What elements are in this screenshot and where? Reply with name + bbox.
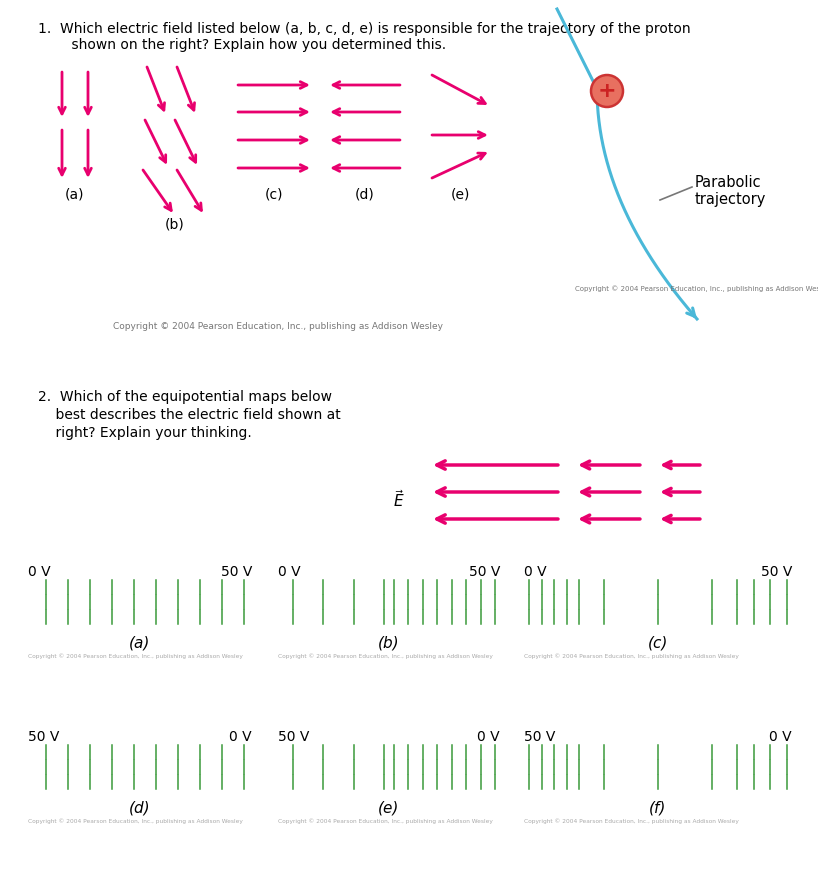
Text: 2.  Which of the equipotential maps below: 2. Which of the equipotential maps below xyxy=(38,390,332,404)
Text: (a): (a) xyxy=(129,635,151,650)
Text: shown on the right? Explain how you determined this.: shown on the right? Explain how you dete… xyxy=(54,38,446,52)
Text: (b): (b) xyxy=(165,217,185,231)
Text: 50 V: 50 V xyxy=(28,730,60,744)
Text: (b): (b) xyxy=(378,635,400,650)
Text: (c): (c) xyxy=(648,635,668,650)
Text: Copyright © 2004 Pearson Education, Inc., publishing as Addison Wesley: Copyright © 2004 Pearson Education, Inc.… xyxy=(524,653,739,659)
Text: $\vec{E}$: $\vec{E}$ xyxy=(393,489,405,511)
Text: 50 V: 50 V xyxy=(278,730,309,744)
Text: 50 V: 50 V xyxy=(221,565,252,579)
Text: Copyright © 2004 Pearson Education, Inc., publishing as Addison Wesley: Copyright © 2004 Pearson Education, Inc.… xyxy=(113,322,443,331)
Text: (a): (a) xyxy=(65,187,85,201)
Text: (d): (d) xyxy=(355,187,375,201)
Text: Copyright © 2004 Pearson Education, Inc., publishing as Addison Wesley: Copyright © 2004 Pearson Education, Inc.… xyxy=(575,285,818,292)
Text: 0 V: 0 V xyxy=(278,565,301,579)
Text: 0 V: 0 V xyxy=(229,730,252,744)
Text: Copyright © 2004 Pearson Education, Inc., publishing as Addison Wesley: Copyright © 2004 Pearson Education, Inc.… xyxy=(278,653,493,659)
Text: (f): (f) xyxy=(649,800,667,815)
Text: 50 V: 50 V xyxy=(524,730,555,744)
Text: 1.  Which electric field listed below (a, b, c, d, e) is responsible for the tra: 1. Which electric field listed below (a,… xyxy=(38,22,690,36)
Text: (e): (e) xyxy=(378,800,400,815)
Text: +: + xyxy=(598,81,616,101)
Text: 0 V: 0 V xyxy=(524,565,546,579)
Text: Copyright © 2004 Pearson Education, Inc., publishing as Addison Wesley: Copyright © 2004 Pearson Education, Inc.… xyxy=(28,653,243,659)
Text: right? Explain your thinking.: right? Explain your thinking. xyxy=(38,426,252,440)
Text: 0 V: 0 V xyxy=(770,730,792,744)
Text: (c): (c) xyxy=(265,187,283,201)
Text: 0 V: 0 V xyxy=(478,730,500,744)
Text: 50 V: 50 V xyxy=(761,565,792,579)
Text: Copyright © 2004 Pearson Education, Inc., publishing as Addison Wesley: Copyright © 2004 Pearson Education, Inc.… xyxy=(28,818,243,823)
Text: best describes the electric field shown at: best describes the electric field shown … xyxy=(38,408,341,422)
Text: 50 V: 50 V xyxy=(469,565,500,579)
Text: Copyright © 2004 Pearson Education, Inc., publishing as Addison Wesley: Copyright © 2004 Pearson Education, Inc.… xyxy=(278,818,493,823)
Text: Copyright © 2004 Pearson Education, Inc., publishing as Addison Wesley: Copyright © 2004 Pearson Education, Inc.… xyxy=(524,818,739,823)
Text: Parabolic
trajectory: Parabolic trajectory xyxy=(695,175,766,207)
Text: (d): (d) xyxy=(129,800,151,815)
Text: (e): (e) xyxy=(451,187,470,201)
Circle shape xyxy=(591,75,623,107)
Text: 0 V: 0 V xyxy=(28,565,51,579)
